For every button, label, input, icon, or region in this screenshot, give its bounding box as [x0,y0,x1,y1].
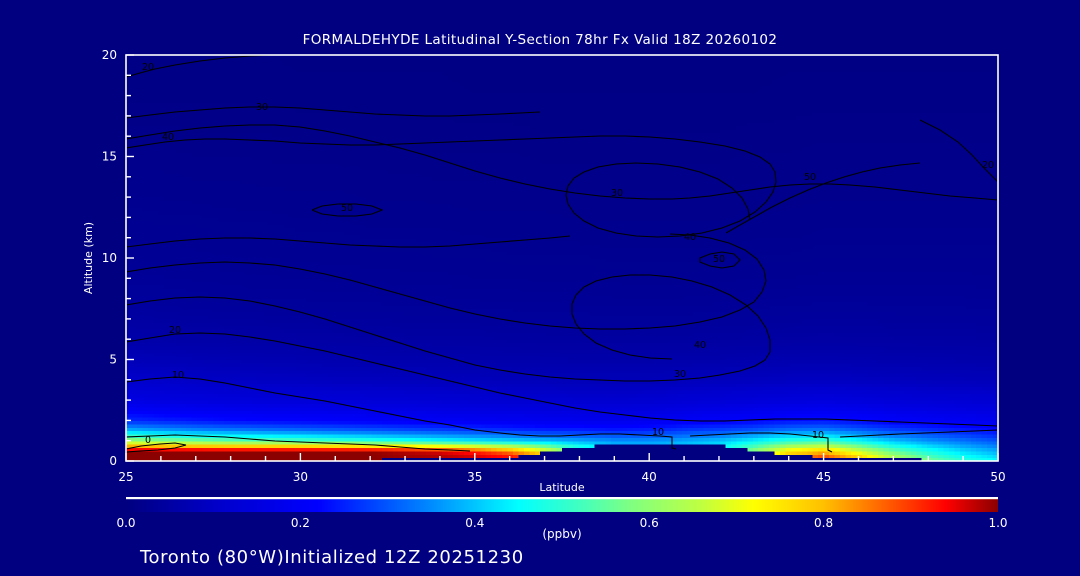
y-tick-label: 20 [102,48,117,62]
contour-label: 20 [142,62,154,73]
contour-label: 40 [684,232,696,243]
contour-label: 50 [341,203,353,214]
contour-label: 30 [611,188,623,199]
x-axis-ticks: 25 30 35 40 45 50 [118,453,1006,484]
x-tick-label: 40 [642,470,657,484]
colorbar-tick-labels: 0.0 0.2 0.4 0.6 0.8 1.0 [116,516,1007,530]
contour-label: 20 [169,325,181,336]
y-tick-label: 15 [102,150,117,164]
y-tick-label: 0 [109,454,117,468]
x-tick-label: 35 [467,470,482,484]
contour-label: 40 [694,340,706,351]
contour-label: 10 [652,427,664,438]
chart-title: FORMALDEHYDE Latitudinal Y-Section 78hr … [303,32,778,48]
colorbar-tick-label: 1.0 [988,516,1007,530]
contour-label: 0 [145,435,151,446]
concentration-fill [126,55,998,461]
contour-label: 20 [982,160,994,171]
colorbar-tick-label: 0.8 [814,516,833,530]
x-tick-label: 25 [118,470,133,484]
colorbar-units-label: (ppbv) [542,527,581,541]
colorbar-tick-label: 0.0 [116,516,135,530]
contour-labels: 0 10 10 10 20 20 20 30 30 30 40 40 40 50 50 50 [142,62,994,446]
contour-label: 40 [162,132,174,143]
contour-lines [126,55,998,453]
plot-area: 0 10 10 10 20 20 20 30 30 30 40 40 40 50 50 50 [126,55,998,461]
x-tick-label: 45 [816,470,831,484]
colorbar-top-rule [126,497,998,500]
x-axis-label: Latitude [539,481,585,494]
colorbar[interactable]: 0.0 0.2 0.4 0.6 0.8 1.0 [116,497,1008,530]
footer-caption: Toronto (80°W)Initialized 12Z 20251230 [139,547,524,568]
x-tick-label: 50 [990,470,1005,484]
x-tick-label: 30 [293,470,308,484]
y-axis-label: Altitude (km) [82,222,95,294]
contour-label: 50 [713,254,725,265]
contour-label: 10 [812,430,824,441]
contour-label: 30 [674,369,686,380]
contour-label: 50 [804,172,816,183]
contour-label: 30 [256,102,268,113]
y-tick-label: 10 [102,251,117,265]
y-axis-ticks: 0 5 10 15 20 [102,48,134,468]
contour-label: 10 [172,370,184,381]
colorbar-tick-label: 0.6 [640,516,659,530]
y-tick-label: 5 [109,353,117,367]
colorbar-tick-label: 0.4 [465,516,484,530]
colorbar-gradient[interactable] [126,499,998,512]
colorbar-tick-label: 0.2 [291,516,310,530]
